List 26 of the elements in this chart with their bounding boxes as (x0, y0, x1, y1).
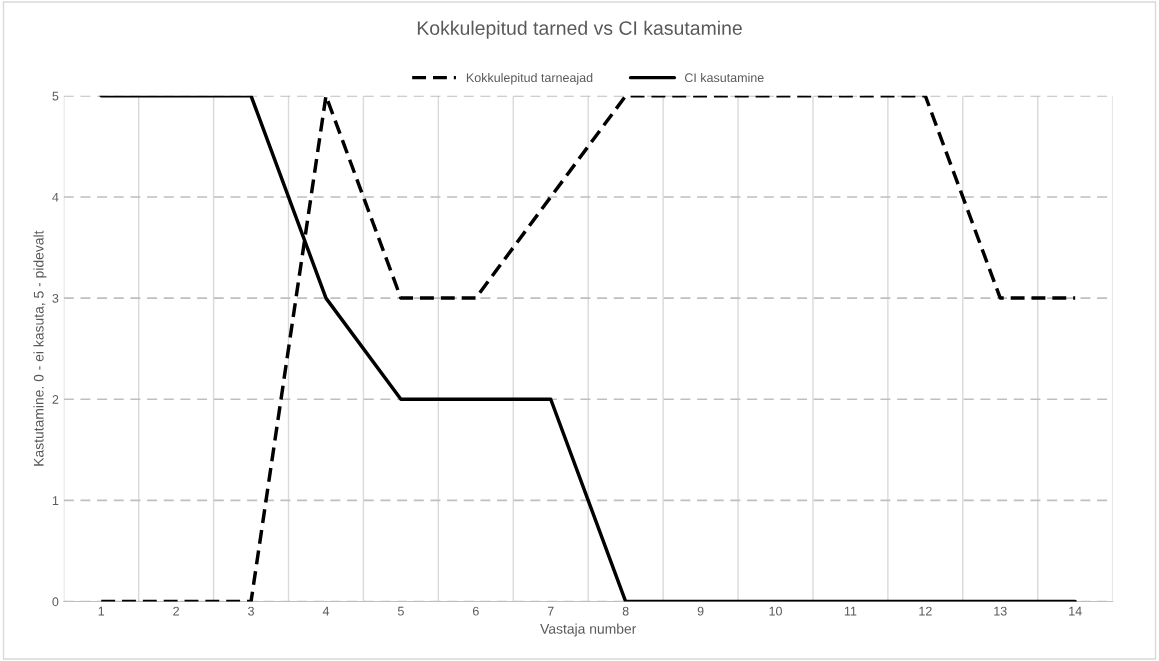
y-tick-label: 5 (52, 91, 59, 101)
x-tick-label: 4 (322, 606, 330, 616)
x-tick-label: 11 (844, 606, 857, 616)
y-axis-title: Kastutamine. 0 - ei kasuta, 5 - pidevalt (33, 230, 47, 466)
y-tick-label: 3 (52, 293, 59, 303)
x-tick-label: 9 (697, 606, 704, 616)
y-tick-label: 1 (52, 496, 59, 505)
x-tick-label: 12 (919, 606, 932, 616)
chart-title: Kokkulepitud tarned vs CI kasutamine (417, 20, 742, 39)
x-tick-label: 6 (472, 606, 479, 616)
x-tick-label: 2 (173, 606, 179, 616)
x-tick-label: 14 (1069, 606, 1082, 616)
x-tick-label: 1 (98, 606, 105, 616)
x-tick-label: 7 (547, 606, 554, 616)
line-series (99, 95, 1077, 602)
x-tick-label: 8 (622, 606, 629, 616)
y-tick-label: 4 (52, 192, 59, 202)
x-axis-title: Vastaja number (540, 623, 637, 637)
x-tick-label: 13 (994, 606, 1007, 616)
legend-label: Kokkulepitud tarneajad (466, 72, 593, 85)
x-tick-label: 3 (248, 606, 254, 616)
y-tick-label: 0 (52, 597, 59, 607)
y-tick-label: 2 (52, 395, 59, 404)
legend-label: CI kasutamine (684, 72, 764, 83)
x-tick-label: 5 (397, 606, 404, 616)
x-tick-label: 10 (769, 606, 782, 616)
